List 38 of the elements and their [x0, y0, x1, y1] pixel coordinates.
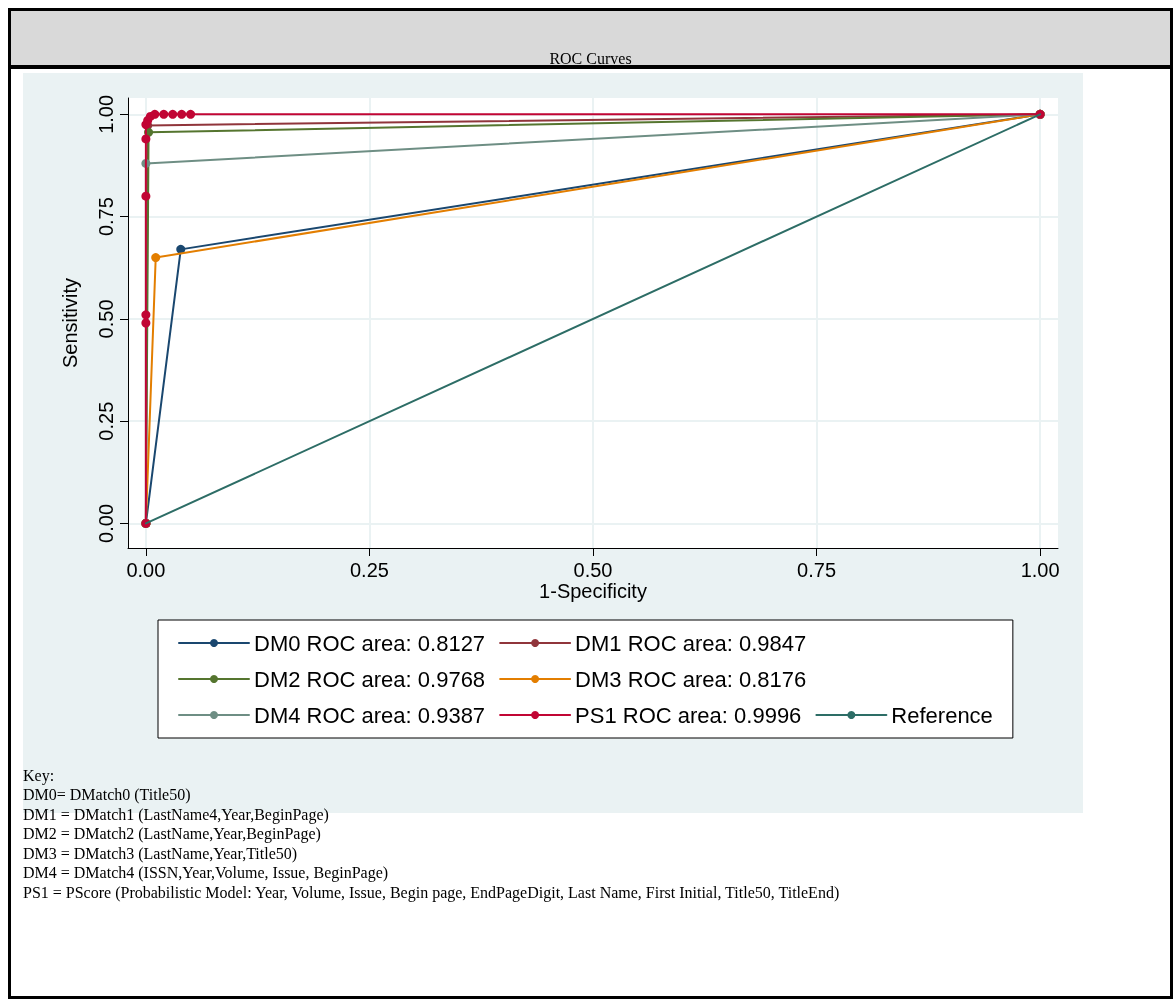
- y-tick-label: 1.00: [95, 94, 117, 134]
- point: [150, 109, 160, 119]
- legend-label: DM3 ROC area: 0.8176: [575, 666, 807, 692]
- text: DM4 = DMatch4 (ISSN,Year,Volume, Issue, BeginPage): [23, 864, 389, 882]
- x-tick-label: 0.00: [126, 559, 166, 581]
- legend-label: DM1 ROC area: 0.9847: [575, 630, 807, 656]
- chart-title: ROC Curves: [549, 49, 632, 67]
- point: [177, 109, 187, 119]
- y-axis-title: Sensitivity: [59, 277, 81, 369]
- x-tick-label: 1.00: [1020, 559, 1060, 581]
- point: [141, 318, 151, 328]
- text: Key:: [23, 766, 55, 785]
- legend-label: PS1 ROC area: 0.9996: [575, 702, 802, 728]
- y-tick-label: 0.75: [95, 197, 117, 237]
- text: DM2 = DMatch2 (LastName,Year,BeginPage): [23, 825, 321, 843]
- point: [141, 310, 151, 320]
- legend-label: Reference: [891, 702, 993, 728]
- point: [159, 109, 169, 119]
- text: DM0= DMatch0 (Title50): [23, 786, 191, 804]
- x-tick-label: 0.75: [797, 559, 837, 581]
- legend-label: DM2 ROC area: 0.9768: [254, 666, 486, 692]
- text: DM1 = DMatch1 (LastName4,Year,BeginPage): [23, 805, 329, 824]
- y-tick-label: 0.00: [95, 503, 117, 543]
- point: [168, 109, 178, 119]
- legend-label: DM4 ROC area: 0.9387: [254, 702, 486, 728]
- legend-label: DM0 ROC area: 0.8127: [254, 630, 486, 656]
- point: [151, 253, 161, 263]
- y-tick-label: 0.50: [95, 299, 117, 339]
- point: [141, 191, 151, 201]
- x-tick-label: 0.25: [349, 559, 389, 581]
- text: DM3 = DMatch3 (LastName,Year,Title50): [23, 844, 298, 863]
- x-tick-label: 0.50: [573, 559, 613, 581]
- point: [176, 244, 186, 254]
- x-axis-title: 1-Specificity: [539, 579, 647, 602]
- text: PS1 = PScore (Probabilistic Model: Year, Volume, Issue, Begin page, EndPageDigit, Last Name, First Initial, Title50, TitleEnd): [23, 883, 840, 902]
- point: [141, 134, 151, 144]
- point: [186, 109, 196, 119]
- y-tick-label: 0.25: [95, 401, 117, 441]
